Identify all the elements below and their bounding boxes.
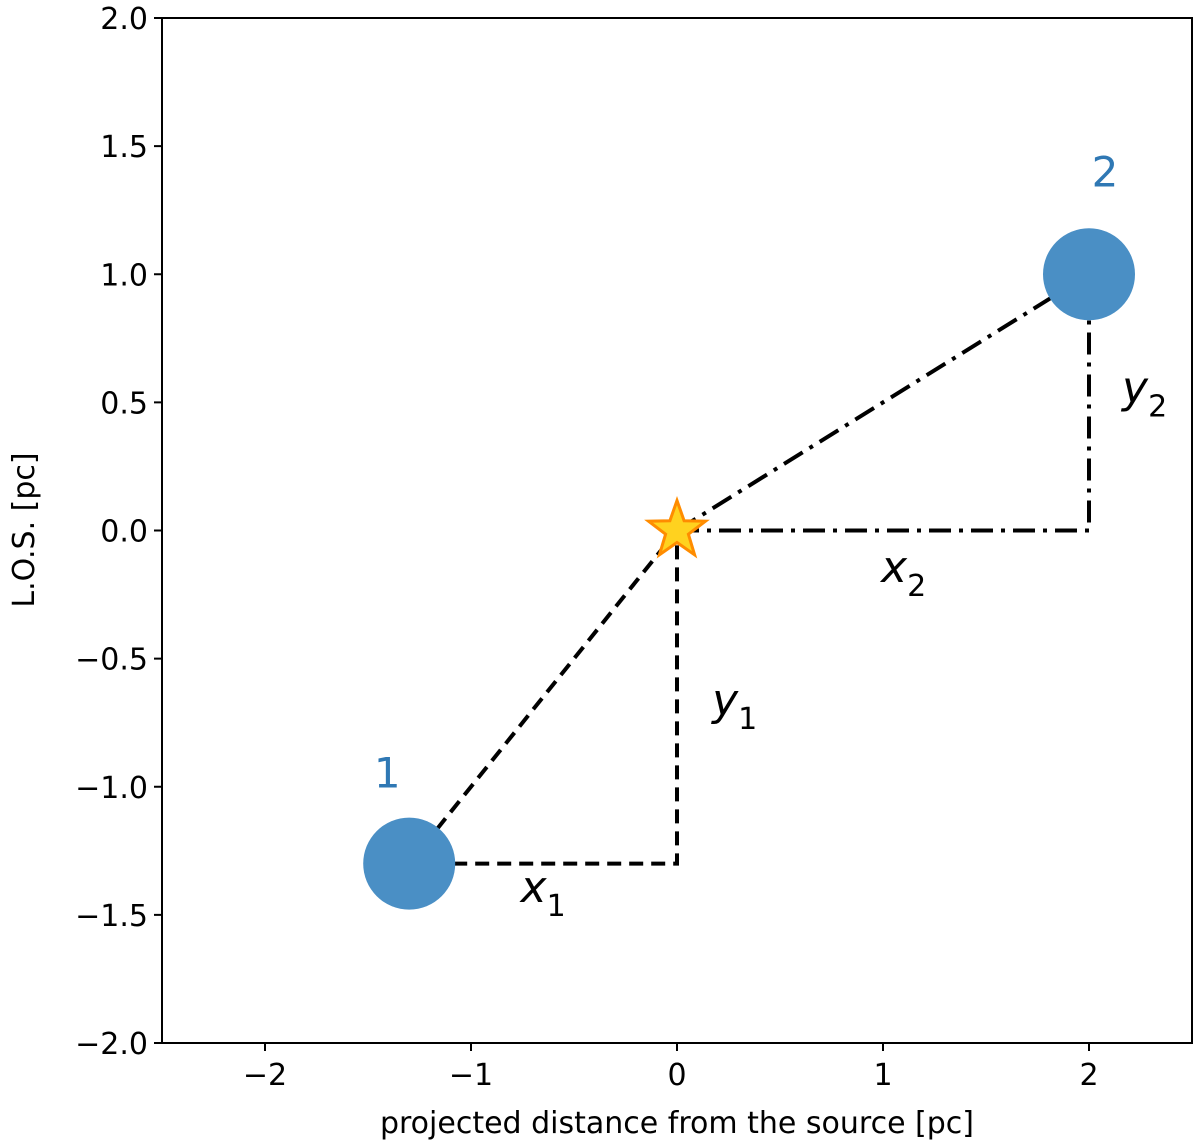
y-tick-label: −0.5 — [75, 643, 148, 678]
annotation-base: y — [1120, 362, 1149, 413]
y-tick-label: −1.5 — [75, 899, 148, 934]
annotation-base: x — [879, 542, 908, 593]
x-axis: −2 −1 0 1 2 — [243, 1043, 1099, 1093]
cloud-1-marker — [363, 817, 456, 910]
dashed-path — [407, 529, 679, 865]
y-tick-label: 1.0 — [100, 258, 148, 293]
dashed-path — [409, 530, 679, 866]
dashdot-path — [677, 274, 1091, 533]
annotation-subscript: 2 — [907, 569, 926, 604]
annotation-y1: y1 — [710, 675, 757, 737]
y-tick-label: 2.0 — [100, 2, 148, 37]
annotation-x1: x1 — [519, 862, 566, 924]
x-tick-label: −1 — [449, 1058, 493, 1093]
x-axis-label: projected distance from the source [pc] — [380, 1106, 974, 1141]
dashdot-path — [675, 272, 1091, 533]
cloud-2-label: 2 — [1092, 147, 1119, 196]
annotation-subscript: 2 — [1148, 389, 1167, 424]
cloud-2-marker — [1043, 228, 1135, 321]
annotation-base: y — [710, 675, 739, 726]
y-axis: −2.0 −1.5 −1.0 −0.5 0.0 0.5 1.0 1.5 2.0 — [75, 2, 162, 1062]
y-axis-label: L.O.S. [pc] — [7, 452, 42, 607]
x-tick-label: 2 — [1079, 1058, 1098, 1093]
annotation-subscript: 1 — [547, 889, 566, 924]
x-tick-label: −2 — [243, 1058, 287, 1093]
annotation-x2: x2 — [879, 542, 926, 604]
annotation-base: x — [519, 862, 548, 913]
connection-lines — [407, 272, 1091, 866]
x-tick-label: 1 — [873, 1058, 892, 1093]
y-tick-label: 0.5 — [100, 386, 148, 421]
source — [644, 495, 710, 559]
y-tick-label: −2.0 — [75, 1027, 148, 1062]
clouds: 12 — [363, 147, 1135, 910]
y-tick-label: −1.0 — [75, 771, 148, 806]
source-star-icon — [644, 495, 710, 559]
x-tick-label: 0 — [667, 1058, 686, 1093]
cloud-1-label: 1 — [374, 749, 401, 798]
annotation-subscript: 1 — [738, 702, 757, 737]
y-tick-label: 1.5 — [100, 130, 148, 165]
y-tick-label: 0.0 — [100, 515, 148, 550]
annotation-y2: y2 — [1120, 362, 1167, 424]
